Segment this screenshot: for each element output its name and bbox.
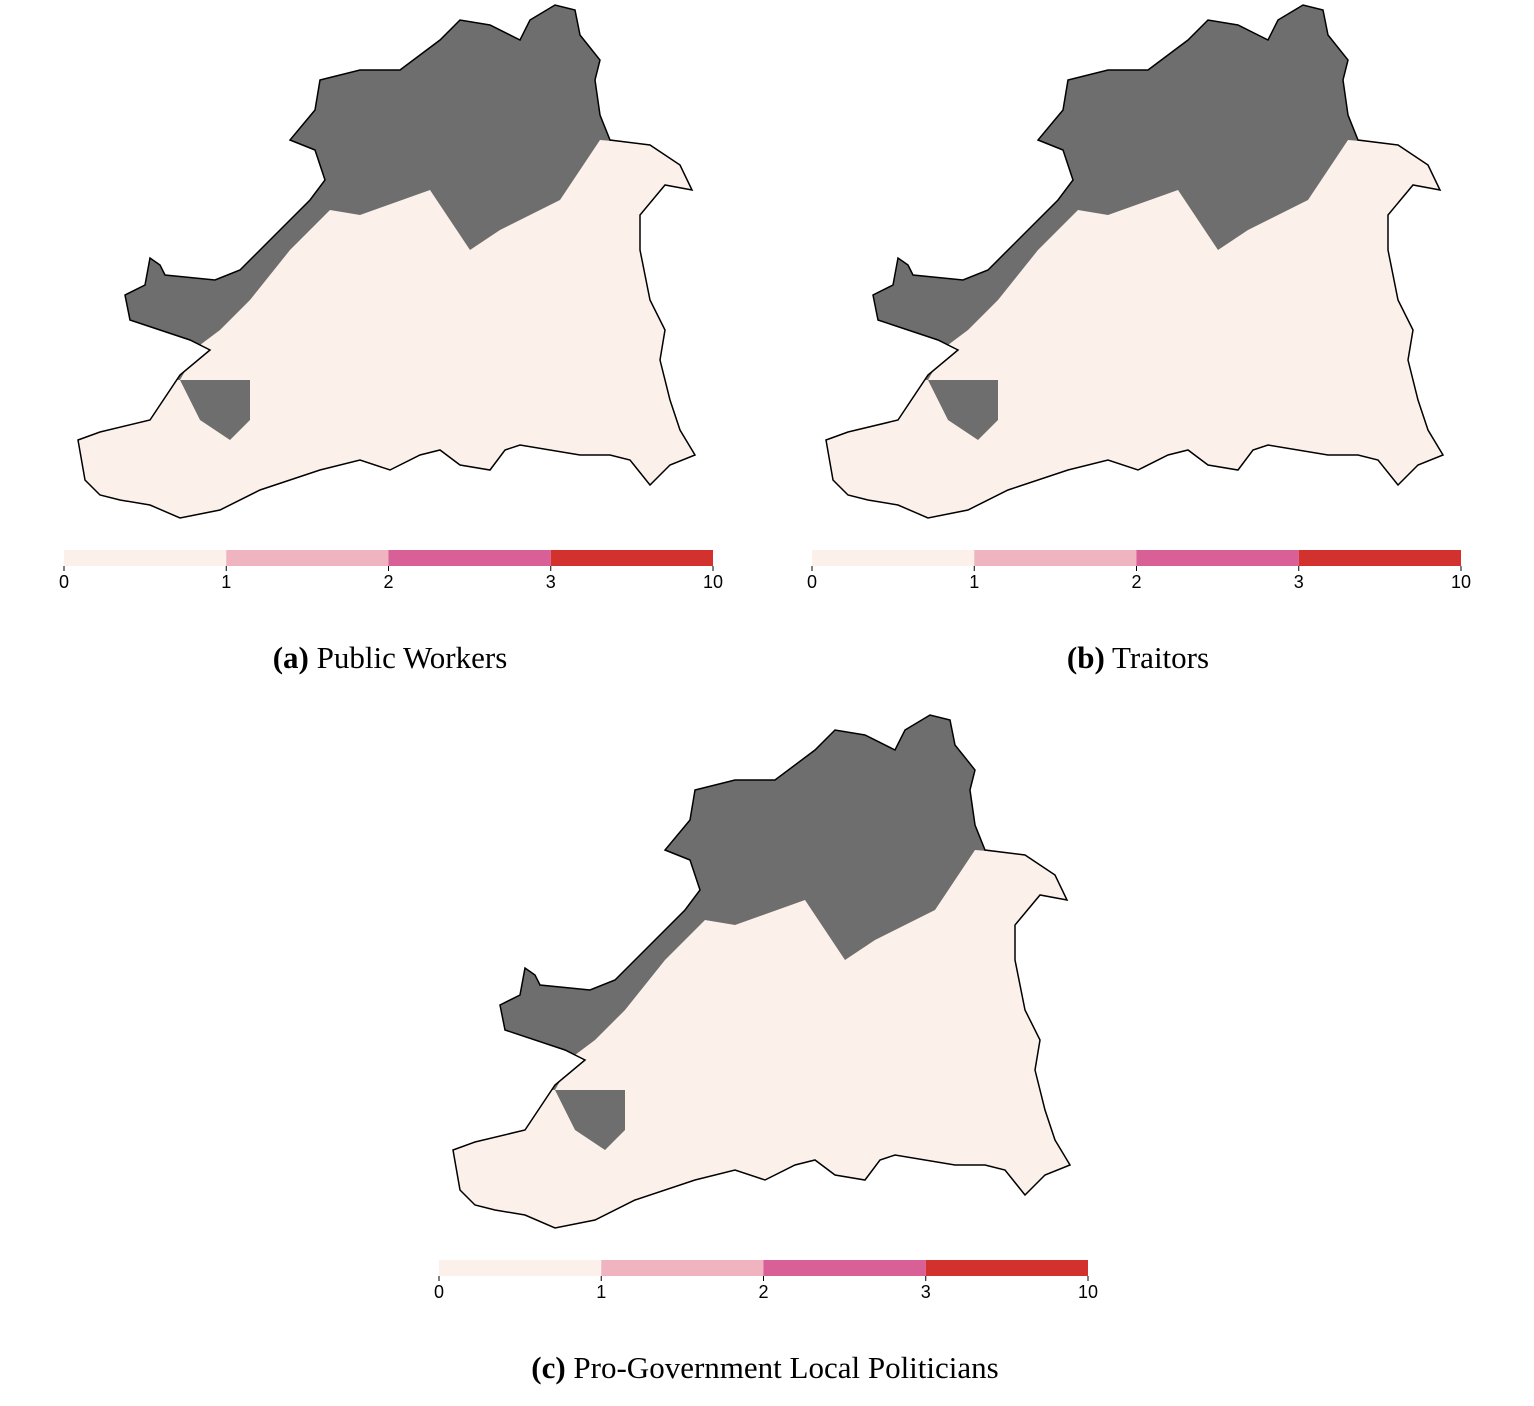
- caption: (c) Pro-Government Local Politicians: [531, 1350, 998, 1385]
- legend-segment: [226, 550, 389, 566]
- legend-tick-label: 3: [921, 1282, 931, 1302]
- legend-tick-label: 2: [383, 572, 393, 592]
- legend-tick-label: 2: [1131, 572, 1141, 592]
- map: [77, 4, 696, 519]
- legend-segment: [925, 1260, 1088, 1276]
- map: [825, 4, 1444, 519]
- caption-label: (c): [531, 1350, 565, 1385]
- panel: 0 1 2 3 10 (b) Traitors: [807, 4, 1471, 675]
- panel: 0 1 2 3 10 (a) Public Workers: [59, 4, 723, 675]
- legend-tick-label: 10: [703, 572, 723, 592]
- caption-text: Traitors: [1112, 640, 1209, 675]
- legend-tick-label: 1: [221, 572, 231, 592]
- legend-segment: [601, 1260, 764, 1276]
- caption-text: Public Workers: [317, 640, 508, 675]
- legend-tick-label: 0: [59, 572, 69, 592]
- legend-segment: [1136, 550, 1299, 566]
- legend-segment: [812, 550, 975, 566]
- caption: (a) Public Workers: [273, 640, 508, 675]
- legend-tick-label: 3: [1294, 572, 1304, 592]
- legend-tick-label: 10: [1078, 1282, 1098, 1302]
- legend-segment: [64, 550, 227, 566]
- caption-label: (b): [1067, 640, 1105, 675]
- legend-tick-label: 0: [434, 1282, 444, 1302]
- legend-segment: [388, 550, 551, 566]
- caption: (b) Traitors: [1067, 640, 1209, 675]
- legend-tick-label: 2: [758, 1282, 768, 1302]
- legend-tick-label: 10: [1451, 572, 1471, 592]
- legend-tick-label: 3: [546, 572, 556, 592]
- legend-segment: [763, 1260, 926, 1276]
- panel: 0 1 2 3 10 (c) Pro-Government Local Politicia…: [434, 714, 1098, 1385]
- legend-segment: [974, 550, 1137, 566]
- legend-tick-label: 0: [807, 572, 817, 592]
- legend-segment: [439, 1260, 602, 1276]
- caption-label: (a): [273, 640, 309, 675]
- legend-tick-label: 1: [596, 1282, 606, 1302]
- legend-tick-label: 1: [969, 572, 979, 592]
- legend-segment: [1298, 550, 1461, 566]
- caption-text: Pro-Government Local Politicians: [573, 1350, 998, 1385]
- map: [452, 714, 1071, 1229]
- legend-segment: [550, 550, 713, 566]
